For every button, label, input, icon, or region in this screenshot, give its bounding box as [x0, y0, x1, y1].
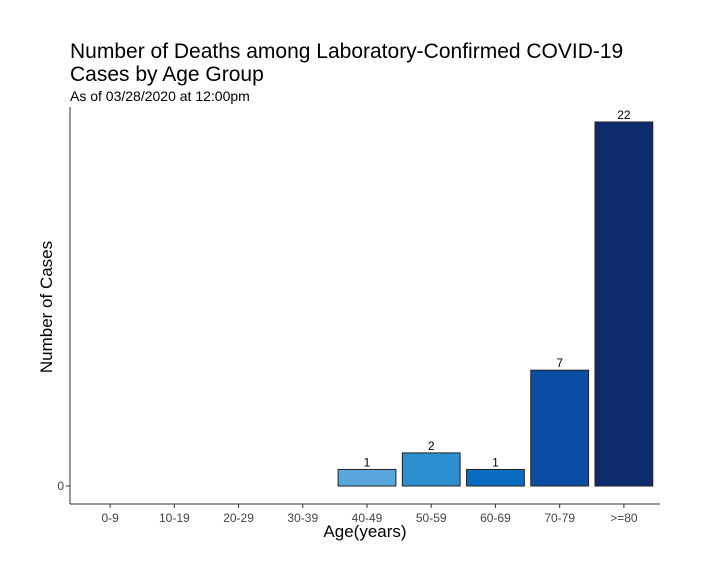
tick-labels: 0-9 10-19 20-29 30-39 40-49 50-59 60-69 70-79 >=…	[57, 479, 638, 525]
chart-title-line-1: Number of Deaths among Laboratory-Confir…	[70, 40, 624, 63]
x-tick-label-0-9: 0-9	[101, 511, 119, 525]
x-tick-label-70-79: 70-79	[544, 511, 575, 525]
bar-70-79	[530, 369, 590, 487]
data-label->=80: 22	[617, 108, 631, 122]
data-label-60-69: 1	[492, 455, 499, 469]
x-tick-label->=80: >=80	[610, 511, 638, 525]
x-tick-label-20-29: 20-29	[223, 511, 254, 525]
x-tick-label-60-69: 60-69	[480, 511, 511, 525]
chart-title: Number of Deaths among Laboratory-Confir…	[70, 40, 623, 86]
data-label-50-59: 2	[428, 439, 435, 453]
bar-40-49	[337, 468, 397, 487]
x-axis-label: Age(years)	[323, 522, 406, 541]
x-tick-label-30-39: 30-39	[287, 511, 318, 525]
axes	[69, 107, 660, 505]
y-tick-label: 0	[57, 479, 64, 493]
bars	[337, 121, 654, 487]
bar-60-69	[466, 468, 525, 487]
chart-subtitle: As of 03/28/2020 at 12:00pm	[70, 88, 250, 104]
data-labels: 1 2 1 7 22	[364, 108, 631, 469]
bar->=80	[594, 121, 654, 487]
data-label-40-49: 1	[364, 455, 371, 469]
data-label-70-79: 7	[556, 356, 563, 370]
chart-title-line-2: Cases by Age Group	[70, 63, 264, 86]
x-tick-label-10-19: 10-19	[159, 511, 190, 525]
bar-50-59	[401, 452, 461, 487]
y-axis-label: Number of Cases	[37, 241, 56, 373]
x-tick-label-40-49: 40-49	[352, 511, 383, 525]
x-tick-label-50-59: 50-59	[416, 511, 447, 525]
